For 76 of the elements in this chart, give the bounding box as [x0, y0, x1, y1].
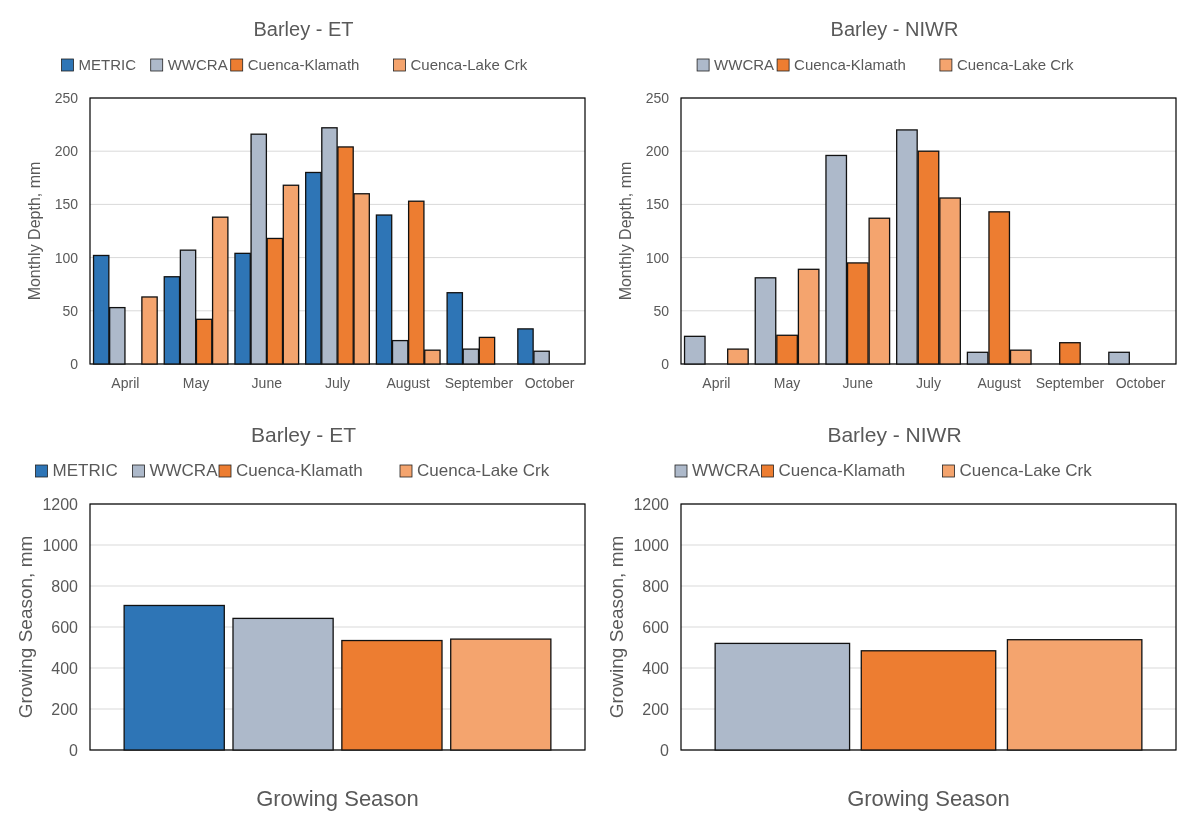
y-tick-label: 250: [645, 89, 670, 106]
y-tick-label: 600: [51, 618, 79, 636]
legend-label: Cuenca-Klamath: [247, 56, 360, 73]
x-tick-label: August: [386, 375, 431, 391]
x-tick-label: October: [524, 375, 575, 391]
y-axis-title: Monthly Depth, mm: [617, 161, 634, 301]
legend-label: METRIC: [78, 56, 137, 73]
bar: [1006, 639, 1143, 751]
x-tick-label: September: [1035, 375, 1105, 391]
y-tick-label: 200: [54, 143, 79, 160]
y-axis-title: Monthly Depth, mm: [26, 161, 43, 301]
y-tick-label: 0: [661, 355, 670, 372]
x-tick-label: April: [702, 375, 731, 391]
y-axis-title: Growing Season, mm: [15, 535, 36, 719]
legend-label: Cuenca-Lake Crk: [956, 56, 1075, 73]
legend-label: Cuenca-Klamath: [778, 461, 906, 480]
legend-label: WWCRA: [692, 461, 761, 480]
legend-label: WWCRA: [714, 56, 775, 73]
y-tick-label: 100: [54, 249, 79, 266]
x-tick-label: July: [325, 375, 350, 391]
y-tick-label: 0: [660, 741, 670, 759]
chart-title: Barley - NIWR: [827, 423, 962, 446]
y-tick-label: 150: [645, 196, 670, 213]
x-axis-title: Growing Season: [847, 786, 1010, 811]
y-tick-label: 400: [51, 659, 79, 677]
bar: [123, 604, 225, 751]
bar: [450, 638, 552, 751]
x-tick-label: May: [773, 375, 801, 391]
x-tick-label: June: [251, 375, 283, 391]
bar: [727, 348, 749, 365]
chart-title: Barley - NIWR: [830, 18, 959, 40]
y-tick-label: 150: [54, 196, 79, 213]
bar: [714, 642, 851, 751]
y-tick-label: 800: [51, 577, 79, 595]
legend-label: Cuenca-Lake Crk: [417, 461, 550, 480]
y-tick-label: 600: [642, 618, 670, 636]
bar: [341, 639, 443, 751]
y-tick-label: 400: [642, 659, 670, 677]
chart-title: Barley - ET: [253, 18, 354, 40]
x-axis-title: Growing Season: [256, 786, 419, 811]
bar: [1108, 351, 1130, 365]
chart-title: Barley - ET: [250, 423, 357, 446]
x-tick-label: May: [182, 375, 210, 391]
x-tick-label: July: [916, 375, 941, 391]
legend-label: Cuenca-Klamath: [794, 56, 906, 73]
y-tick-label: 200: [645, 143, 670, 160]
legend-label: WWCRA: [149, 461, 219, 480]
bar: [232, 617, 334, 751]
y-tick-label: 0: [70, 355, 79, 372]
y-tick-label: 200: [642, 700, 670, 718]
legend-label: WWCRA: [167, 56, 228, 73]
bar: [1059, 342, 1081, 365]
y-tick-label: 250: [54, 89, 79, 106]
y-tick-label: 1200: [633, 495, 670, 513]
y-tick-label: 50: [653, 302, 670, 319]
bar: [860, 650, 997, 751]
legend-label: Cuenca-Lake Crk: [410, 56, 528, 73]
legend-label: Cuenca-Lake Crk: [959, 461, 1093, 480]
legend-label: METRIC: [52, 461, 118, 480]
x-tick-label: April: [111, 375, 140, 391]
y-tick-label: 0: [69, 741, 79, 759]
x-tick-label: October: [1115, 375, 1166, 391]
y-tick-label: 1000: [42, 536, 79, 554]
y-tick-label: 1000: [633, 536, 670, 554]
y-tick-label: 800: [642, 577, 670, 595]
legend-label: Cuenca-Klamath: [236, 461, 363, 480]
y-tick-label: 50: [62, 302, 79, 319]
x-tick-label: June: [842, 375, 874, 391]
y-tick-label: 100: [645, 249, 670, 266]
y-tick-label: 1200: [42, 495, 79, 513]
bar: [141, 296, 158, 365]
x-tick-label: August: [977, 375, 1022, 391]
y-tick-label: 200: [51, 700, 79, 718]
x-tick-label: September: [444, 375, 514, 391]
y-axis-title: Growing Season, mm: [606, 535, 627, 719]
bar: [683, 335, 706, 365]
